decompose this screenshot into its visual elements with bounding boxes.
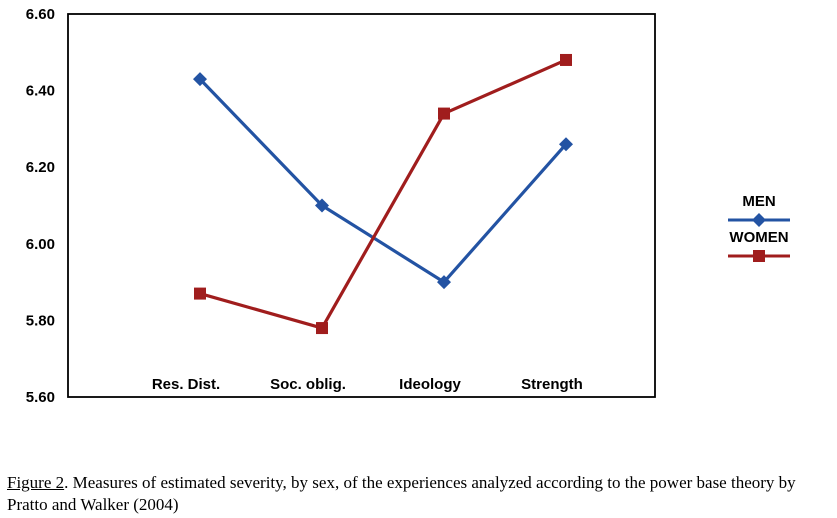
plot-area-border: [67, 13, 656, 398]
x-category-label: Res. Dist.: [152, 376, 220, 393]
y-tick-label: 6.60: [26, 6, 55, 23]
legend-label-women: WOMEN: [729, 229, 789, 246]
marker-diamond-men: [559, 137, 573, 152]
marker-diamond-men: [193, 72, 207, 87]
x-category-label: Soc. oblig.: [270, 376, 346, 393]
x-category-label: Strength: [521, 376, 583, 393]
figure-caption-text: . Measures of estimated severity, by sex…: [7, 473, 796, 515]
figure-caption-label: Figure 2: [7, 473, 65, 492]
legend-marker-diamond: [752, 213, 766, 227]
chart-legend: MEN WOMEN: [701, 193, 817, 264]
marker-square-women: [194, 287, 206, 300]
y-tick-label: 6.20: [26, 159, 55, 176]
y-tick-label: 6.00: [26, 236, 55, 253]
marker-diamond-men: [315, 198, 329, 213]
marker-square-women: [438, 107, 450, 120]
legend-marker-square: [753, 250, 765, 262]
legend-women-line-sample: [728, 250, 790, 262]
legend-men-line-sample: [728, 213, 790, 227]
series-line-women: [198, 58, 568, 330]
y-tick-label: 5.60: [26, 389, 55, 406]
marker-square-women: [560, 53, 572, 66]
x-category-label: Ideology: [399, 376, 461, 393]
marker-square-women: [316, 322, 328, 335]
marker-diamond-men: [437, 275, 451, 290]
figure-caption: Figure 2. Measures of estimated severity…: [7, 472, 831, 516]
legend-label-men: MEN: [742, 193, 776, 210]
series-line-men: [198, 77, 568, 284]
y-tick-label: 5.80: [26, 312, 55, 329]
y-tick-label: 6.40: [26, 83, 55, 100]
severity-line-chart: 6.60 6.40 6.20 6.00 5.80 5.60 Res. Dist. Soc. o…: [26, 6, 656, 406]
